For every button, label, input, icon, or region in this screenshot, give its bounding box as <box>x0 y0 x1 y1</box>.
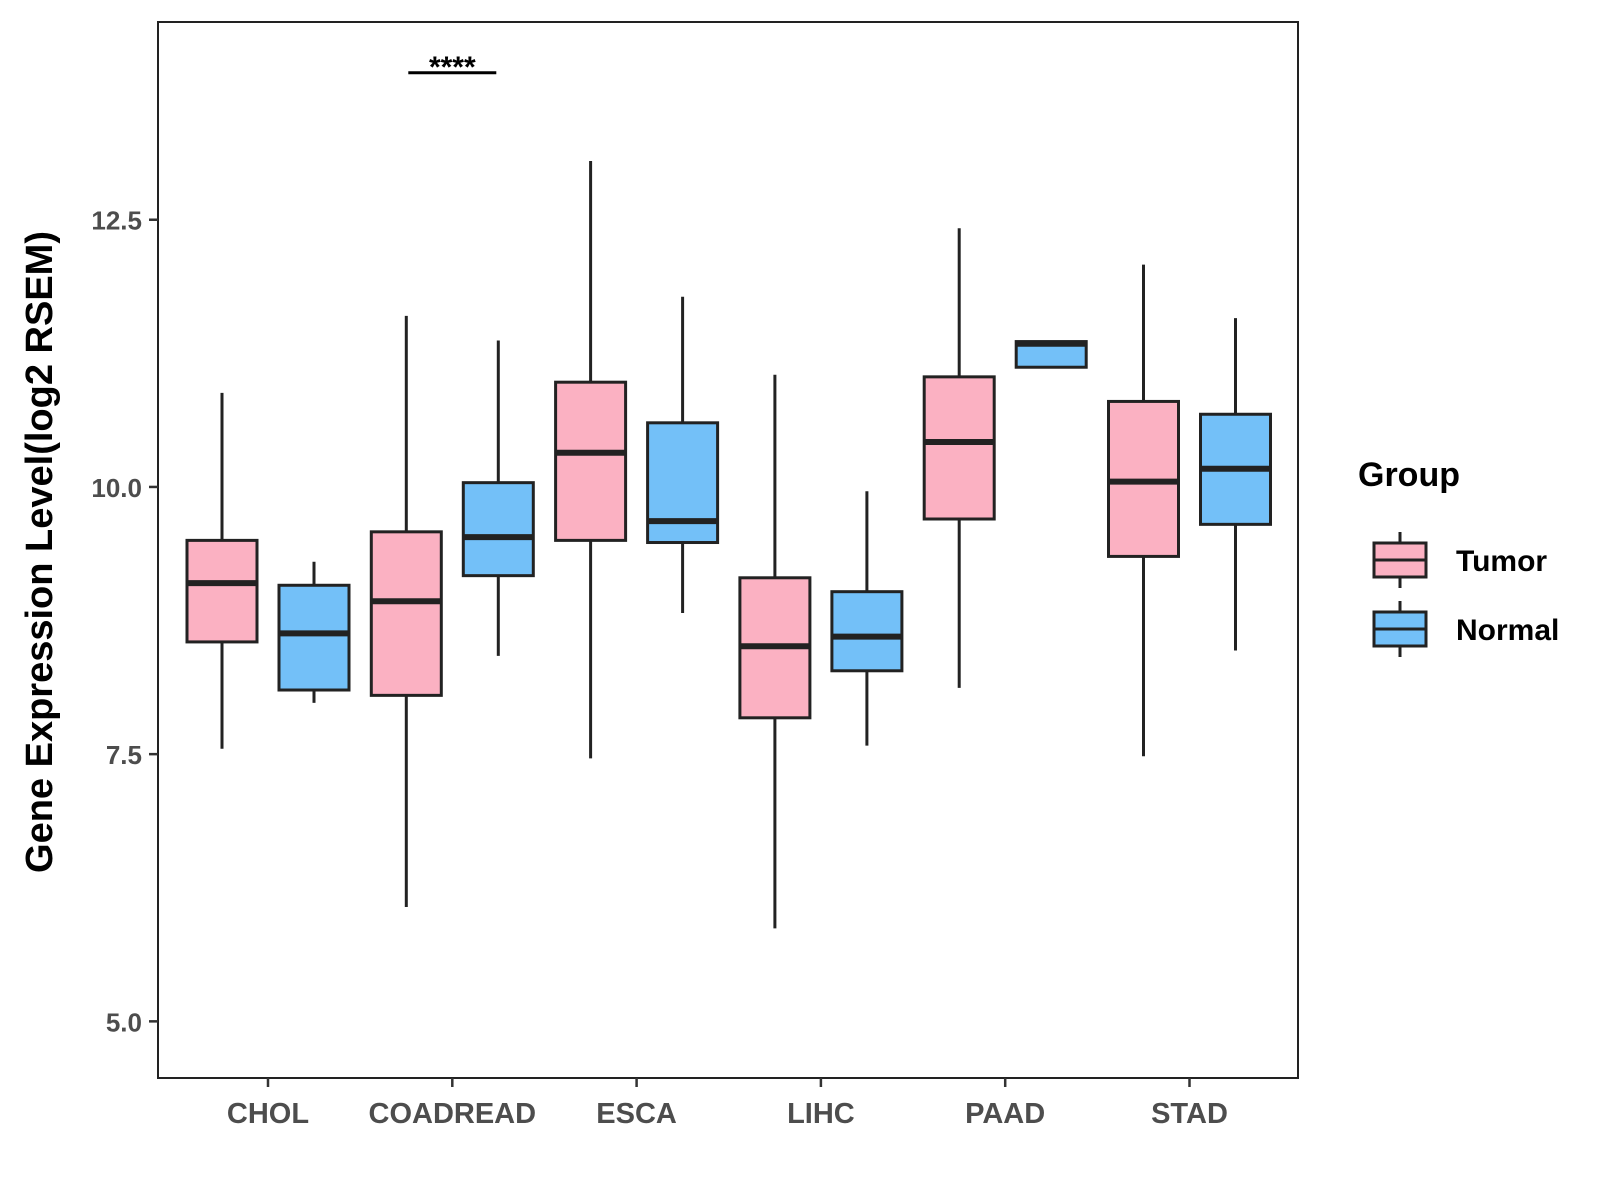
x-tick-label: CHOL <box>227 1098 309 1130</box>
legend: Group Tumor Normal <box>1358 456 1559 657</box>
box-body <box>554 380 628 542</box>
y-axis-title: Gene Expression Level(log2 RSEM) <box>19 231 61 873</box>
legend-label-normal: Normal <box>1456 614 1559 647</box>
box-body <box>369 530 443 697</box>
box-normal-coadread <box>461 340 535 656</box>
y-tick-label: 10.0 <box>91 473 142 503</box>
box-tumor-paad <box>922 228 996 688</box>
box-tumor-chol <box>185 392 259 749</box>
box-normal-stad <box>1199 318 1272 651</box>
box-body <box>277 583 351 692</box>
box-normal-paad <box>1014 340 1088 369</box>
significance-label: **** <box>429 51 476 84</box>
x-tick-label: LIHC <box>787 1098 855 1130</box>
y-tick-label: 5.0 <box>106 1007 142 1037</box>
x-tick-label: STAD <box>1151 1098 1228 1130</box>
box-tumor-lihc <box>738 374 812 929</box>
box-normal-chol <box>277 561 351 703</box>
legend-key-normal <box>1372 601 1428 657</box>
box-body <box>461 481 535 578</box>
box-normal-esca <box>646 296 720 614</box>
box-tumor-stad <box>1107 264 1180 757</box>
box-body <box>185 538 259 644</box>
legend-key-tumor <box>1372 532 1428 588</box>
box-tumor-coadread <box>369 315 443 907</box>
box-body <box>830 590 904 673</box>
y-tick-label: 12.5 <box>91 206 142 236</box>
box-normal-lihc <box>830 491 904 746</box>
legend-title: Group <box>1358 456 1460 494</box>
legend-label-tumor: Tumor <box>1456 545 1547 578</box>
box-tumor-esca <box>554 160 628 759</box>
plot-area: 5.0 7.5 10.0 12.5 CHOL COADREAD ESCA LIHC PAAD ST… <box>91 21 1299 1130</box>
x-tick-label: ESCA <box>596 1098 677 1130</box>
x-tick-label: COADREAD <box>369 1098 537 1130</box>
x-tick-label: PAAD <box>965 1098 1045 1130</box>
box-body <box>646 421 720 545</box>
y-tick-label: 7.5 <box>106 740 142 770</box>
plot-panel-border <box>157 21 1299 1079</box>
box-body <box>922 375 996 521</box>
